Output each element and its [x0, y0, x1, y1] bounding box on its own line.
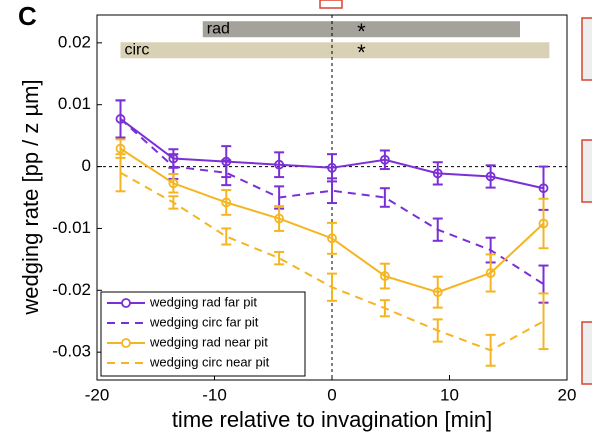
legend: wedging rad far pit wedging circ far pit w…: [100, 291, 306, 377]
legend-label: wedging circ near pit: [149, 354, 270, 369]
significance-bar-label: rad: [207, 20, 230, 37]
error-bar: [221, 227, 232, 246]
legend-label: wedging circ far pit: [149, 314, 259, 329]
marker: [538, 183, 549, 194]
series: [115, 153, 549, 367]
error-bar: [274, 250, 285, 266]
marker: [168, 178, 179, 189]
series: [115, 99, 549, 304]
legend-label: wedging rad far pit: [149, 294, 257, 309]
significance-bar: [202, 21, 520, 38]
marker: [379, 154, 390, 165]
marker: [327, 162, 337, 173]
marker: [115, 143, 126, 154]
panel-label: C: [18, 1, 37, 31]
error-bar: [221, 159, 232, 187]
series-line: [119, 147, 545, 294]
marker: [432, 168, 443, 179]
x-tick-label: 10: [440, 385, 459, 404]
legend-marker: [121, 298, 131, 308]
significance-bar: [120, 42, 550, 59]
thumbnails: [319, 0, 592, 385]
error-bar: [379, 187, 390, 208]
marker: [274, 159, 285, 170]
series-line: [119, 118, 544, 190]
series-line: [119, 118, 545, 285]
error-bar: [538, 292, 549, 351]
marker: [274, 213, 285, 224]
x-tick-label: -10: [202, 385, 227, 404]
x-tick-label: 0: [327, 385, 336, 404]
series-line: [120, 171, 544, 352]
marker: [485, 268, 496, 278]
x-tick-label: 20: [558, 385, 577, 404]
legend-label: wedging rad near pit: [149, 334, 268, 349]
significance-mark: *: [357, 19, 366, 44]
marker: [327, 233, 337, 244]
significance-mark: *: [357, 40, 366, 65]
legend-marker: [121, 338, 131, 348]
y-tick-label: 0.01: [58, 94, 91, 113]
marker: [485, 171, 496, 182]
y-axis-label: wedging rate [pp / z µm]: [18, 79, 43, 315]
significance-bar-label: circ: [125, 41, 150, 58]
x-axis-label: time relative to invagination [min]: [172, 407, 492, 432]
series: [115, 138, 549, 309]
marker: [221, 197, 232, 208]
marker: [432, 287, 443, 298]
marker: [379, 271, 390, 281]
y-tick-label: -0.03: [52, 342, 91, 361]
y-tick-label: 0: [82, 156, 91, 175]
y-tick-label: -0.01: [52, 218, 91, 237]
x-tick-label: -20: [85, 385, 110, 404]
y-tick-label: 0.02: [58, 32, 91, 51]
marker: [538, 218, 549, 229]
error-bar: [327, 177, 337, 205]
y-tick-label: -0.02: [52, 280, 91, 299]
